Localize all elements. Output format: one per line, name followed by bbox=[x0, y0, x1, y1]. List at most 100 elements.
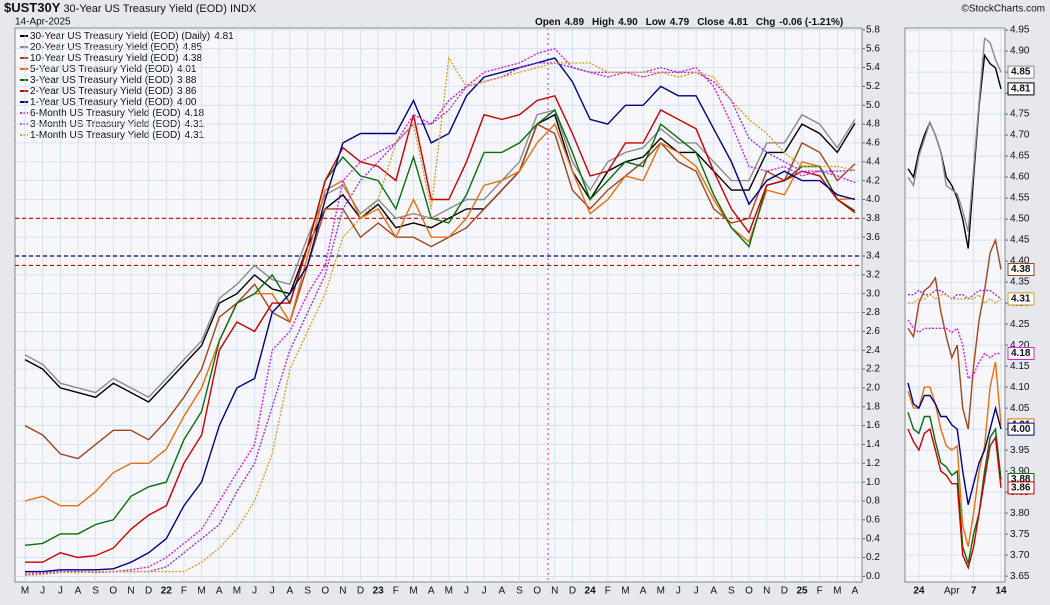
legend-value: 4.00 bbox=[177, 97, 197, 108]
y-tick-label: 2.4 bbox=[866, 345, 880, 356]
quote-label: Low bbox=[646, 17, 666, 28]
series-line bbox=[907, 382, 1002, 505]
y-tick-label: 4.20 bbox=[1010, 340, 1030, 351]
y-tick-label: 5.4 bbox=[866, 62, 880, 73]
y-tick-label: 0.0 bbox=[866, 571, 880, 582]
legend-entry: 10-Year US Treasury Yield (EOD) 4.38 bbox=[30, 53, 202, 64]
legend-value: 3.86 bbox=[177, 86, 197, 97]
y-tick-label: 2.8 bbox=[866, 307, 880, 318]
x-tick-label: S bbox=[304, 586, 311, 597]
y-tick-label: 3.70 bbox=[1010, 550, 1030, 561]
legend-value: 3.88 bbox=[177, 75, 197, 86]
y-tick-label: 4.50 bbox=[1010, 214, 1030, 225]
x-tick-label: F bbox=[393, 586, 399, 597]
legend-name: 1-Year US Treasury Yield (EOD) bbox=[30, 97, 173, 108]
legend-entry: 2-Year US Treasury Yield (EOD) 3.86 bbox=[30, 86, 197, 97]
x-tick-label: S bbox=[516, 586, 523, 597]
y-tick-label: 3.95 bbox=[1010, 445, 1030, 456]
x-tick-label: J bbox=[464, 586, 469, 597]
legend-entry: 5-Year US Treasury Yield (EOD) 4.01 bbox=[30, 64, 197, 75]
x-tick-label: D bbox=[781, 586, 788, 597]
legend-name: 1-Month US Treasury Yield (EOD) bbox=[30, 130, 181, 141]
x-tick-label: F bbox=[605, 586, 611, 597]
legend-name: 2-Year US Treasury Yield (EOD) bbox=[30, 86, 173, 97]
legend-entry: 6-Month US Treasury Yield (EOD) 4.18 bbox=[30, 108, 205, 119]
y-tick-label: 4.45 bbox=[1010, 235, 1030, 246]
main-plot-area bbox=[14, 27, 863, 583]
end-label: 3.86 bbox=[1011, 483, 1031, 494]
x-tick-label: D bbox=[145, 586, 152, 597]
y-tick-label: 5.6 bbox=[866, 43, 880, 54]
x-tick-label: O bbox=[321, 586, 329, 597]
x-tick-label: S bbox=[728, 586, 735, 597]
y-tick-label: 3.2 bbox=[866, 269, 880, 280]
end-label: 4.00 bbox=[1011, 424, 1031, 435]
y-tick-label: 2.6 bbox=[866, 326, 880, 337]
series-line bbox=[907, 427, 1002, 570]
end-label: 4.18 bbox=[1011, 348, 1031, 359]
y-tick-label: 5.0 bbox=[866, 100, 880, 111]
quote-value: -0.06 (-1.21%) bbox=[779, 17, 843, 28]
y-tick-label: 3.80 bbox=[1010, 508, 1030, 519]
x-tick-label: A bbox=[498, 586, 505, 597]
y-tick-label: 2.0 bbox=[866, 383, 880, 394]
x-tick-label: 14 bbox=[995, 586, 1007, 597]
x-tick-label: M bbox=[197, 586, 205, 597]
end-label: 4.85 bbox=[1011, 67, 1031, 78]
x-tick-label: M bbox=[833, 586, 841, 597]
x-tick-label: D bbox=[357, 586, 364, 597]
x-tick-label: N bbox=[127, 586, 134, 597]
quote-value: 4.81 bbox=[728, 17, 748, 28]
quote-label: Open bbox=[535, 17, 561, 28]
x-tick-label: J bbox=[676, 586, 681, 597]
quote-value: 4.79 bbox=[670, 17, 690, 28]
series-line bbox=[24, 113, 856, 403]
series-line bbox=[24, 122, 856, 507]
legend-name: 10-Year US Treasury Yield (EOD) bbox=[30, 53, 179, 64]
y-tick-label: 0.4 bbox=[866, 533, 880, 544]
series-line bbox=[24, 62, 856, 576]
x-tick-label: J bbox=[482, 586, 487, 597]
x-tick-label: M bbox=[657, 586, 665, 597]
legend-value: 4.01 bbox=[177, 64, 197, 75]
y-tick-label: 4.95 bbox=[1010, 25, 1030, 36]
y-tick-label: 3.90 bbox=[1010, 466, 1030, 477]
y-tick-label: 4.35 bbox=[1010, 277, 1030, 288]
series-line bbox=[907, 37, 1002, 232]
end-label: 4.81 bbox=[1011, 84, 1031, 95]
y-tick-label: 4.25 bbox=[1010, 319, 1030, 330]
end-label-box bbox=[1007, 65, 1035, 79]
x-tick-label: S bbox=[92, 586, 99, 597]
x-tick-label: 24 bbox=[913, 586, 925, 597]
header-line: $UST30Y 30-Year US Treasury Yield (EOD) … bbox=[4, 0, 257, 15]
end-label: 3.88 bbox=[1011, 474, 1031, 485]
legend-value: 4.81 bbox=[214, 31, 234, 42]
zoom-plot-area bbox=[904, 27, 1006, 583]
series-line bbox=[24, 56, 856, 577]
series-line bbox=[24, 123, 856, 460]
y-tick-label: 3.75 bbox=[1010, 529, 1030, 540]
series-line bbox=[907, 361, 1002, 547]
y-tick-label: 4.8 bbox=[866, 119, 880, 130]
y-tick-label: 4.65 bbox=[1010, 151, 1030, 162]
x-tick-label: J bbox=[270, 586, 275, 597]
series-line bbox=[907, 319, 1001, 380]
end-label-box bbox=[1007, 347, 1035, 361]
y-tick-label: 4.70 bbox=[1010, 130, 1030, 141]
y-tick-label: 3.0 bbox=[866, 288, 880, 299]
legend-value: 4.85 bbox=[183, 42, 203, 53]
y-tick-label: 2.2 bbox=[866, 364, 880, 375]
y-tick-label: 4.40 bbox=[1010, 256, 1030, 267]
x-tick-label: M bbox=[445, 586, 453, 597]
x-tick-label: A bbox=[710, 586, 717, 597]
x-tick-label: A bbox=[852, 586, 859, 597]
x-tick-label: M bbox=[621, 586, 629, 597]
end-label-box bbox=[1007, 422, 1035, 436]
x-tick-label: 25 bbox=[796, 586, 808, 597]
x-tick-label: O bbox=[745, 586, 753, 597]
series-line bbox=[907, 412, 1002, 564]
x-tick-label: J bbox=[58, 586, 63, 597]
y-tick-label: 4.6 bbox=[866, 138, 880, 149]
quote-label: High bbox=[592, 17, 614, 28]
x-tick-label: J bbox=[40, 586, 45, 597]
